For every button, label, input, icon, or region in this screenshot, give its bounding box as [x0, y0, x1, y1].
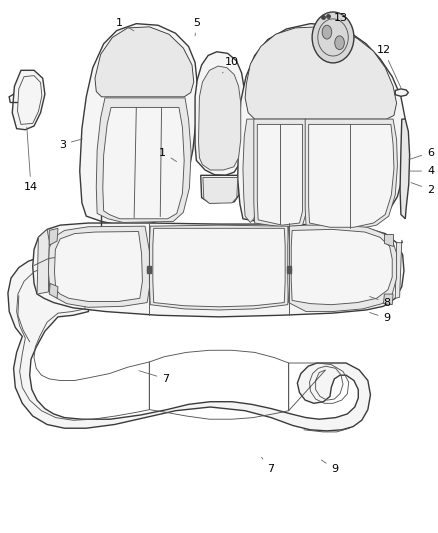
- Text: 14: 14: [24, 127, 38, 192]
- Text: 1: 1: [159, 148, 177, 161]
- Polygon shape: [305, 119, 397, 229]
- Polygon shape: [12, 70, 45, 130]
- Polygon shape: [384, 294, 393, 305]
- Polygon shape: [254, 119, 306, 227]
- Polygon shape: [80, 23, 197, 225]
- Polygon shape: [201, 175, 240, 203]
- Polygon shape: [243, 119, 256, 222]
- Polygon shape: [400, 119, 410, 219]
- Text: 9: 9: [321, 460, 339, 474]
- Text: 13: 13: [328, 13, 348, 23]
- Polygon shape: [153, 228, 285, 307]
- Text: 8: 8: [370, 296, 391, 308]
- Circle shape: [312, 12, 354, 63]
- Polygon shape: [245, 27, 396, 119]
- Text: 6: 6: [409, 148, 434, 159]
- Polygon shape: [49, 284, 58, 298]
- Polygon shape: [198, 66, 241, 170]
- Polygon shape: [8, 255, 371, 431]
- Polygon shape: [195, 52, 244, 175]
- Text: 4: 4: [409, 166, 434, 176]
- Polygon shape: [33, 223, 404, 317]
- Polygon shape: [103, 108, 184, 219]
- Polygon shape: [54, 231, 142, 302]
- Polygon shape: [49, 228, 58, 245]
- Text: 7: 7: [139, 371, 170, 384]
- Polygon shape: [257, 124, 303, 225]
- Polygon shape: [288, 225, 396, 312]
- Polygon shape: [37, 229, 49, 294]
- Text: 10: 10: [223, 58, 239, 73]
- Polygon shape: [291, 229, 392, 305]
- Polygon shape: [385, 233, 393, 246]
- Text: 1: 1: [116, 18, 134, 31]
- Ellipse shape: [335, 36, 344, 50]
- Text: 2: 2: [411, 183, 434, 195]
- Polygon shape: [309, 124, 394, 227]
- Polygon shape: [95, 27, 194, 97]
- Polygon shape: [48, 226, 150, 308]
- Ellipse shape: [322, 25, 332, 39]
- Polygon shape: [149, 225, 289, 310]
- Text: 12: 12: [377, 45, 402, 89]
- Polygon shape: [203, 177, 238, 204]
- Text: 5: 5: [193, 18, 200, 36]
- Polygon shape: [395, 240, 403, 298]
- Polygon shape: [238, 23, 406, 228]
- Text: 7: 7: [261, 457, 274, 474]
- Polygon shape: [395, 89, 408, 96]
- Text: 9: 9: [370, 312, 391, 324]
- Text: 3: 3: [59, 139, 82, 150]
- Polygon shape: [96, 98, 191, 222]
